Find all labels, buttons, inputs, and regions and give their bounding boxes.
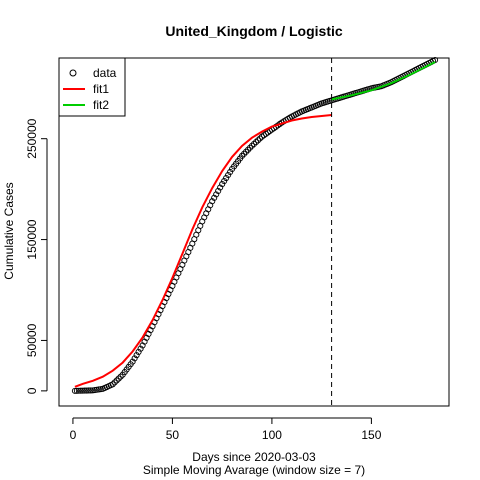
y-tick-label: 0	[25, 387, 39, 394]
data-point	[209, 198, 216, 205]
chart-title: United_Kingdom / Logistic	[165, 23, 343, 39]
plot-area	[71, 56, 439, 406]
data-point	[221, 178, 228, 185]
y-tick-label: 250000	[25, 118, 39, 158]
data-point	[211, 194, 218, 201]
data-point	[248, 142, 256, 149]
y-tick-label: 50000	[25, 323, 39, 357]
x-tick-label: 0	[70, 428, 77, 442]
data-point	[111, 379, 118, 386]
x-tick-label: 50	[166, 428, 180, 442]
data-point	[215, 187, 222, 194]
x-axis-sublabel: Simple Moving Avarage (window size = 7)	[143, 463, 365, 477]
data-point	[75, 387, 82, 394]
data-point	[73, 387, 80, 394]
data-point	[83, 387, 90, 394]
data-point	[239, 152, 246, 159]
fit1-line	[74, 114, 332, 388]
data-point	[219, 181, 226, 188]
x-tick-label: 100	[262, 428, 282, 442]
data-point	[242, 148, 250, 155]
legend-data-symbol	[69, 69, 77, 77]
legend-fit1-label: fit1	[93, 82, 109, 96]
legend-data-label: data	[93, 66, 117, 80]
data-point	[254, 137, 262, 144]
x-tick-label: 150	[361, 428, 381, 442]
data-point	[223, 174, 230, 182]
data-point	[77, 387, 84, 394]
data-point	[87, 387, 94, 394]
legend-fit2-label: fit2	[93, 98, 109, 112]
data-point	[133, 352, 140, 359]
data-point	[250, 140, 258, 147]
data-point	[213, 191, 220, 198]
y-tick-label: 150000	[25, 219, 39, 259]
y-axis-label: Cumulative Cases	[2, 182, 16, 279]
plot-frame	[58, 57, 450, 407]
x-axis: 0 50 100 150	[70, 417, 382, 442]
data-point	[252, 139, 260, 146]
data-point	[246, 144, 254, 151]
data-point	[241, 150, 248, 157]
data-point	[217, 184, 224, 191]
data-point	[79, 387, 86, 394]
data-point	[244, 146, 252, 153]
data-point	[129, 358, 136, 365]
data-point	[115, 375, 122, 382]
data-point	[81, 387, 88, 394]
data-point	[225, 171, 232, 179]
data-point	[227, 168, 234, 176]
data-point	[131, 355, 138, 362]
legend-box	[58, 57, 126, 117]
data-point	[109, 381, 116, 388]
legend: data fit1 fit2	[58, 57, 126, 117]
fit2-line	[331, 61, 436, 101]
data-point	[85, 387, 92, 394]
data-point	[71, 387, 78, 394]
data-point	[117, 373, 124, 380]
data-point	[137, 345, 144, 352]
x-axis-label: Days since 2020-03-03	[192, 450, 316, 464]
y-axis: 0 50000 150000 250000	[25, 118, 48, 394]
data-point	[135, 348, 142, 355]
data-point	[256, 135, 264, 142]
data-point	[113, 377, 120, 384]
